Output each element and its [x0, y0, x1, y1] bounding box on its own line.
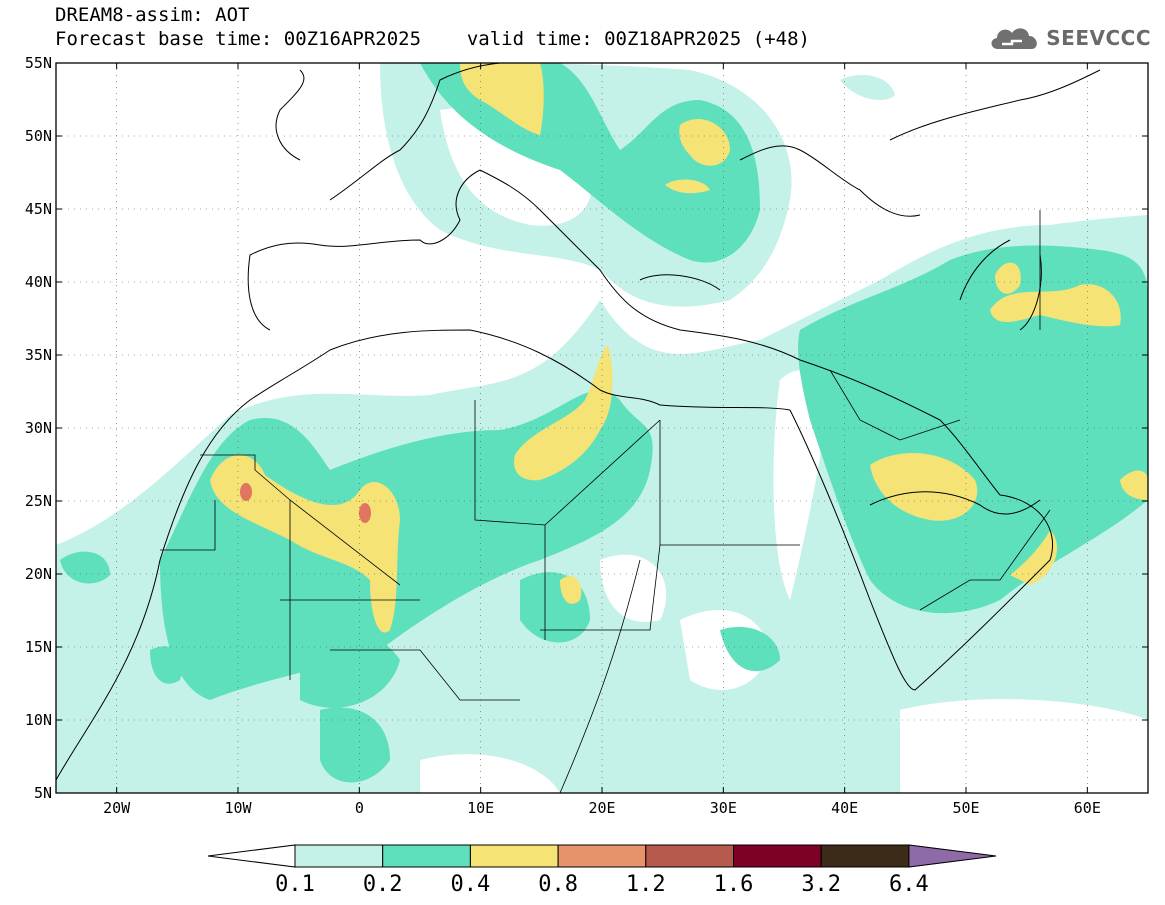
lon-tick-label: 10E [467, 799, 494, 817]
lat-tick-label: 30N [25, 419, 52, 437]
colorbar-swatch [820, 844, 910, 868]
lon-tick-label: 60E [1074, 799, 1101, 817]
seevccc-logo: SEEVCCC [988, 22, 1151, 54]
lat-tick-label: 10N [25, 711, 52, 729]
lat-tick-label: 25N [25, 492, 52, 510]
colorbar-swatch [469, 844, 559, 868]
axis-ticks [56, 62, 1148, 794]
colorbar-level-label: 1.6 [714, 872, 754, 897]
coastlines [56, 63, 1101, 781]
lon-tick-label: 30E [710, 799, 737, 817]
colorbar-level-label: 1.2 [626, 872, 666, 897]
aot-level-0.8 [240, 483, 371, 523]
lon-tick-label: 20W [103, 799, 131, 817]
colorbar-level-label: 6.4 [889, 872, 929, 897]
lon-tick-labels: 20W 10W 0 10E 20E 30E 40E 50E 60E [103, 799, 1101, 817]
aot-level-0.4 [210, 63, 1148, 633]
logo-text: SEEVCCC [1046, 26, 1151, 50]
colorbar-level-label: 3.2 [801, 872, 841, 897]
lat-tick-label: 35N [25, 346, 52, 364]
lon-tick-label: 50E [952, 799, 979, 817]
valid-time-label: valid time: 00Z18APR2025 (+48) [466, 28, 810, 50]
colorbar-swatch [645, 844, 734, 868]
cloud-icon [991, 28, 1038, 49]
colorbar-level-label: 0.4 [451, 872, 491, 897]
colorbar-arrow-high [908, 844, 997, 868]
lat-tick-labels: 5N 10N 15N 20N 25N 30N 35N 40N 45N 50N 55N [25, 54, 52, 802]
colorbar-swatch [382, 844, 471, 868]
lat-tick-label: 15N [25, 638, 52, 656]
lon-tick-label: 10W [224, 799, 252, 817]
colorbar-level-label: 0.8 [538, 872, 578, 897]
lon-tick-label: 40E [831, 799, 858, 817]
lat-tick-label: 20N [25, 565, 52, 583]
colorbar [207, 844, 997, 868]
lat-tick-label: 55N [25, 54, 52, 72]
map-title: DREAM8-assim: AOT [55, 4, 250, 26]
lat-tick-label: 40N [25, 273, 52, 291]
lat-tick-label: 5N [34, 784, 52, 802]
lon-tick-label: 0 [355, 799, 364, 817]
colorbar-level-label: 0.1 [275, 872, 315, 897]
colorbar-labels: 0.1 0.2 0.4 0.8 1.2 1.6 3.2 6.4 [275, 872, 929, 897]
country-borders [160, 210, 1051, 793]
colorbar-swatch [294, 844, 384, 868]
lat-tick-label: 50N [25, 127, 52, 145]
base-time-label: Forecast base time: 00Z16APR2025 [55, 28, 422, 50]
colorbar-swatch [733, 844, 822, 868]
lon-tick-label: 20E [588, 799, 615, 817]
colorbar-level-label: 0.2 [363, 872, 403, 897]
time-info: Forecast base time: 00Z16APR2025 valid t… [55, 28, 810, 50]
colorbar-arrow-low [207, 844, 296, 868]
lat-tick-label: 45N [25, 200, 52, 218]
colorbar-swatch [557, 844, 647, 868]
aot-field [56, 63, 1148, 793]
map-gridlines [56, 63, 1148, 793]
